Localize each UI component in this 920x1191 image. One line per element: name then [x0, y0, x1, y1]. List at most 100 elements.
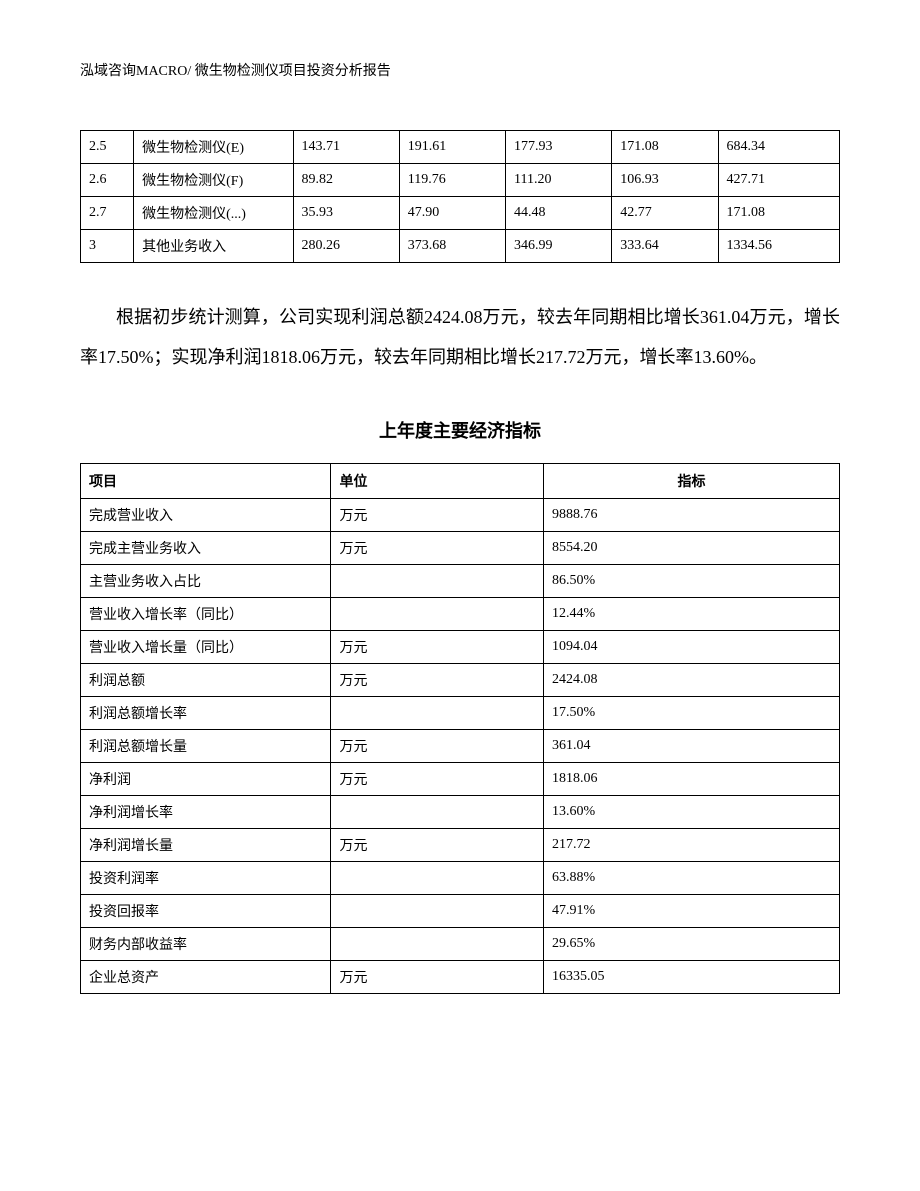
cell-total: 1334.56 — [718, 230, 840, 263]
table-row: 完成营业收入万元9888.76 — [81, 499, 840, 532]
cell-item: 净利润增长率 — [81, 796, 331, 829]
cell-q2: 119.76 — [399, 164, 505, 197]
cell-unit: 万元 — [331, 664, 544, 697]
cell-name: 微生物检测仪(...) — [134, 197, 293, 230]
cell-index: 2.6 — [81, 164, 134, 197]
table-row: 利润总额万元2424.08 — [81, 664, 840, 697]
cell-q4: 106.93 — [612, 164, 718, 197]
cell-q1: 143.71 — [293, 131, 399, 164]
cell-item: 利润总额增长量 — [81, 730, 331, 763]
cell-index: 2.5 — [81, 131, 134, 164]
cell-item: 净利润 — [81, 763, 331, 796]
table-row: 利润总额增长量万元361.04 — [81, 730, 840, 763]
cell-unit — [331, 565, 544, 598]
header-item: 项目 — [81, 464, 331, 499]
cell-item: 营业收入增长率（同比） — [81, 598, 331, 631]
cell-q3: 44.48 — [506, 197, 612, 230]
table-row: 净利润增长量万元217.72 — [81, 829, 840, 862]
table-row: 3 其他业务收入 280.26 373.68 346.99 333.64 133… — [81, 230, 840, 263]
revenue-breakdown-table: 2.5 微生物检测仪(E) 143.71 191.61 177.93 171.0… — [80, 130, 840, 263]
cell-q4: 171.08 — [612, 131, 718, 164]
cell-value: 47.91% — [543, 895, 839, 928]
cell-unit — [331, 928, 544, 961]
cell-item: 投资利润率 — [81, 862, 331, 895]
cell-item: 企业总资产 — [81, 961, 331, 994]
cell-q3: 177.93 — [506, 131, 612, 164]
cell-value: 1094.04 — [543, 631, 839, 664]
cell-value: 63.88% — [543, 862, 839, 895]
cell-item: 净利润增长量 — [81, 829, 331, 862]
cell-item: 投资回报率 — [81, 895, 331, 928]
economic-indicators-table: 项目 单位 指标 完成营业收入万元9888.76 完成主营业务收入万元8554.… — [80, 463, 840, 994]
table-row: 投资回报率 47.91% — [81, 895, 840, 928]
cell-q3: 346.99 — [506, 230, 612, 263]
table2-body: 完成营业收入万元9888.76 完成主营业务收入万元8554.20 主营业务收入… — [81, 499, 840, 994]
table2-head: 项目 单位 指标 — [81, 464, 840, 499]
cell-value: 217.72 — [543, 829, 839, 862]
summary-paragraph: 根据初步统计测算，公司实现利润总额2424.08万元，较去年同期相比增长361.… — [80, 298, 840, 377]
cell-unit: 万元 — [331, 961, 544, 994]
header-unit: 单位 — [331, 464, 544, 499]
cell-total: 684.34 — [718, 131, 840, 164]
cell-value: 17.50% — [543, 697, 839, 730]
cell-value: 2424.08 — [543, 664, 839, 697]
cell-name: 微生物检测仪(E) — [134, 131, 293, 164]
cell-q1: 280.26 — [293, 230, 399, 263]
cell-q3: 111.20 — [506, 164, 612, 197]
cell-item: 主营业务收入占比 — [81, 565, 331, 598]
cell-item: 财务内部收益率 — [81, 928, 331, 961]
table-row: 2.5 微生物检测仪(E) 143.71 191.61 177.93 171.0… — [81, 131, 840, 164]
cell-unit: 万元 — [331, 730, 544, 763]
cell-value: 13.60% — [543, 796, 839, 829]
table-row: 投资利润率 63.88% — [81, 862, 840, 895]
cell-item: 利润总额 — [81, 664, 331, 697]
cell-unit — [331, 796, 544, 829]
cell-value: 12.44% — [543, 598, 839, 631]
cell-value: 8554.20 — [543, 532, 839, 565]
cell-value: 29.65% — [543, 928, 839, 961]
section-title: 上年度主要经济指标 — [80, 417, 840, 443]
cell-name: 微生物检测仪(F) — [134, 164, 293, 197]
cell-q4: 42.77 — [612, 197, 718, 230]
table-header-row: 项目 单位 指标 — [81, 464, 840, 499]
table-row: 利润总额增长率 17.50% — [81, 697, 840, 730]
cell-unit: 万元 — [331, 763, 544, 796]
cell-total: 427.71 — [718, 164, 840, 197]
cell-name: 其他业务收入 — [134, 230, 293, 263]
cell-q2: 191.61 — [399, 131, 505, 164]
cell-q2: 373.68 — [399, 230, 505, 263]
table-row: 2.6 微生物检测仪(F) 89.82 119.76 111.20 106.93… — [81, 164, 840, 197]
table-row: 完成主营业务收入万元8554.20 — [81, 532, 840, 565]
table-row: 营业收入增长率（同比） 12.44% — [81, 598, 840, 631]
table-row: 主营业务收入占比 86.50% — [81, 565, 840, 598]
table-row: 净利润增长率 13.60% — [81, 796, 840, 829]
cell-item: 利润总额增长率 — [81, 697, 331, 730]
header-value: 指标 — [543, 464, 839, 499]
cell-value: 9888.76 — [543, 499, 839, 532]
table-row: 净利润万元1818.06 — [81, 763, 840, 796]
cell-item: 完成营业收入 — [81, 499, 331, 532]
cell-unit — [331, 895, 544, 928]
cell-unit: 万元 — [331, 829, 544, 862]
cell-value: 361.04 — [543, 730, 839, 763]
table-row: 营业收入增长量（同比）万元1094.04 — [81, 631, 840, 664]
page-header: 泓域咨询MACRO/ 微生物检测仪项目投资分析报告 — [80, 60, 840, 80]
cell-unit: 万元 — [331, 631, 544, 664]
cell-q1: 89.82 — [293, 164, 399, 197]
cell-index: 3 — [81, 230, 134, 263]
cell-value: 16335.05 — [543, 961, 839, 994]
cell-unit — [331, 697, 544, 730]
table1-body: 2.5 微生物检测仪(E) 143.71 191.61 177.93 171.0… — [81, 131, 840, 263]
table-row: 企业总资产万元16335.05 — [81, 961, 840, 994]
cell-unit: 万元 — [331, 532, 544, 565]
cell-value: 86.50% — [543, 565, 839, 598]
cell-unit — [331, 862, 544, 895]
table-row: 财务内部收益率 29.65% — [81, 928, 840, 961]
cell-q2: 47.90 — [399, 197, 505, 230]
table-row: 2.7 微生物检测仪(...) 35.93 47.90 44.48 42.77 … — [81, 197, 840, 230]
cell-total: 171.08 — [718, 197, 840, 230]
cell-item: 完成主营业务收入 — [81, 532, 331, 565]
cell-q1: 35.93 — [293, 197, 399, 230]
cell-unit: 万元 — [331, 499, 544, 532]
cell-unit — [331, 598, 544, 631]
